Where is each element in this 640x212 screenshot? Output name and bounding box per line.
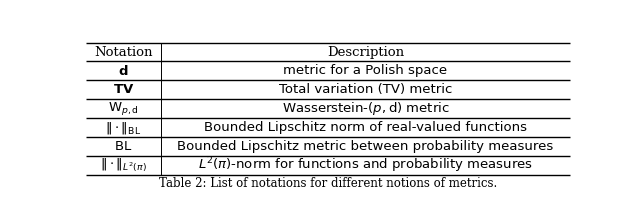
Text: $\|\cdot\|_{L^2(\pi)}$: $\|\cdot\|_{L^2(\pi)}$ [100,157,147,174]
Bar [86,118,570,137]
Bar [86,61,570,80]
Text: Total variation (TV) metric: Total variation (TV) metric [279,83,452,96]
Text: Wasserstein-$(p, \mathrm{d})$ metric: Wasserstein-$(p, \mathrm{d})$ metric [282,100,449,117]
Text: Bounded Lipschitz metric between probability measures: Bounded Lipschitz metric between probabi… [177,140,554,153]
Bar [86,137,570,156]
Bar [86,43,570,61]
Text: $\mathbf{d}$: $\mathbf{d}$ [118,64,129,78]
Text: Table 2: List of notations for different notions of metrics.: Table 2: List of notations for different… [159,177,497,190]
Text: $\mathbf{TV}$: $\mathbf{TV}$ [113,83,134,96]
Text: Bounded Lipschitz norm of real-valued functions: Bounded Lipschitz norm of real-valued fu… [204,121,527,134]
Text: $L^2(\pi)$-norm for functions and probability measures: $L^2(\pi)$-norm for functions and probab… [198,156,533,175]
Text: $\mathrm{W}_{p,\mathrm{d}}$: $\mathrm{W}_{p,\mathrm{d}}$ [108,100,139,117]
Text: metric for a Polish space: metric for a Polish space [284,64,447,77]
Text: $\|\cdot\|_{\mathrm{BL}}$: $\|\cdot\|_{\mathrm{BL}}$ [106,120,141,136]
Text: Description: Description [327,46,404,59]
Bar [86,156,570,175]
Text: Notation: Notation [94,46,153,59]
Text: $\mathrm{BL}$: $\mathrm{BL}$ [115,140,132,153]
Bar [86,99,570,118]
Bar [86,80,570,99]
